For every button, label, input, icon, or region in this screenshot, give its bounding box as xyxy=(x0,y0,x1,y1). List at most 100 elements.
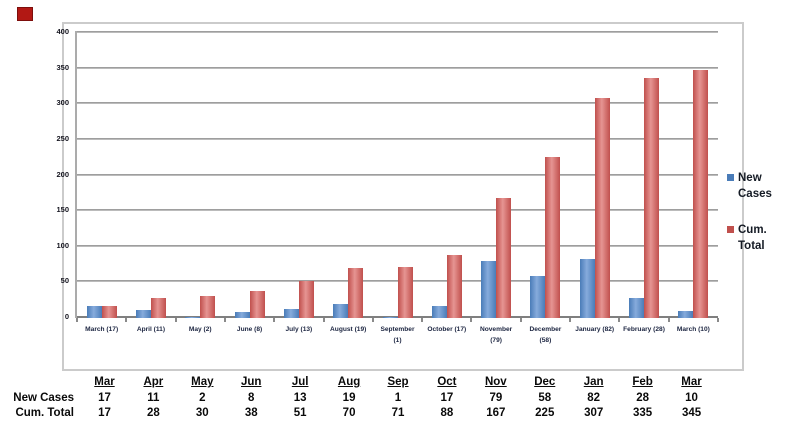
table-value-cell: 11 xyxy=(147,391,160,404)
table-value-cell: 51 xyxy=(293,407,307,419)
legend-item-cum-total: Cum. Total xyxy=(727,222,784,254)
bar-new-cases xyxy=(481,261,497,318)
bar-cum-total xyxy=(397,267,413,318)
legend-swatch-icon xyxy=(727,226,734,234)
table-value-cell: 1 xyxy=(394,391,402,404)
plot-area: March (17) April (11) May (2) June (8) July … xyxy=(75,31,719,344)
bar-new-cases xyxy=(86,305,102,318)
bar-cum-total xyxy=(446,254,462,318)
table-value-cell: 58 xyxy=(538,391,552,404)
bar-new-cases xyxy=(579,259,595,318)
y-axis-tick-label: 200 xyxy=(56,169,69,179)
table-value-cell: 70 xyxy=(342,407,356,419)
bar-cum-total xyxy=(150,297,166,318)
x-axis-category-label: February (28) xyxy=(623,326,665,333)
bar-new-cases xyxy=(678,310,694,318)
x-axis-tick xyxy=(667,318,670,322)
x-axis-tick xyxy=(519,318,522,322)
y-axis-tick-label: 400 xyxy=(56,27,69,36)
x-axis-tick xyxy=(322,318,325,322)
table-value-cell: 17 xyxy=(98,391,111,404)
x-axis-category-label: October (17) xyxy=(427,326,467,333)
bar-cum-total xyxy=(249,290,265,318)
table-row-label: Cum. Total xyxy=(15,407,74,419)
table-value-cell: 28 xyxy=(636,391,649,404)
bar-new-cases xyxy=(530,276,546,318)
table-row: New Cases 17 11 2 8 13 19 1 17 79 58 82 28 10 xyxy=(2,391,716,407)
table-month-header: Nov xyxy=(484,376,507,388)
table-value-cell: 2 xyxy=(199,391,206,404)
bar-new-cases xyxy=(185,316,201,318)
table-value-cell: 167 xyxy=(486,407,506,419)
bar-cum-total xyxy=(101,305,117,318)
table-month-header: Jul xyxy=(291,376,309,388)
table-value-cell: 38 xyxy=(244,407,258,419)
legend-swatch-icon xyxy=(727,174,734,181)
table-month-header: May xyxy=(191,376,214,388)
gridline xyxy=(77,66,718,69)
x-axis-category-label: April (11) xyxy=(136,326,166,333)
table-month-header: Jan xyxy=(583,376,604,388)
table-value-cell: 10 xyxy=(685,391,698,404)
table-value-cell: 335 xyxy=(633,407,653,419)
bar-new-cases xyxy=(431,305,447,318)
bar-cum-total xyxy=(644,77,660,318)
bar-cum-total xyxy=(348,267,364,318)
x-axis-tick xyxy=(618,318,621,322)
x-axis-category-label: January (82) xyxy=(575,326,615,333)
table-value-cell: 17 xyxy=(440,391,454,404)
bar-new-cases xyxy=(333,304,349,318)
bar-cum-total xyxy=(693,70,709,318)
y-axis-tick-label: 350 xyxy=(56,62,69,72)
bar-new-cases xyxy=(234,312,250,318)
x-axis-category-label: May (2) xyxy=(188,326,212,333)
x-axis-tick xyxy=(470,318,473,322)
y-axis-tick-label: 50 xyxy=(60,276,69,286)
x-axis-tick xyxy=(371,318,374,322)
table-value-cell: 8 xyxy=(248,391,255,404)
chart-legend: New Cases Cum. Total xyxy=(727,170,784,254)
y-axis-tick-label: 100 xyxy=(56,240,69,250)
table-value-cell: 28 xyxy=(146,407,160,419)
bar-cum-total xyxy=(594,97,610,318)
bar-new-cases xyxy=(283,308,299,318)
x-axis-category-label: August (19) xyxy=(330,326,367,333)
x-axis-category-label: March (10) xyxy=(676,326,710,333)
table-value-cell: 82 xyxy=(587,391,601,404)
bar-cum-total xyxy=(200,296,216,318)
gridline xyxy=(77,137,718,140)
x-axis-category-label: December (58) xyxy=(529,326,562,344)
x-axis-tick xyxy=(421,318,424,322)
table-month-header: Mar xyxy=(94,376,115,388)
bar-new-cases xyxy=(135,310,151,318)
x-axis-category-label: November (79) xyxy=(479,326,513,344)
red-corner-marker xyxy=(17,7,33,21)
x-axis-category-label: July (13) xyxy=(285,326,313,333)
x-axis-category-label: June (8) xyxy=(236,326,263,333)
x-axis-tick xyxy=(76,318,78,322)
bar-cum-total xyxy=(545,156,561,318)
x-axis-tick xyxy=(174,318,177,322)
legend-item-label: New Cases xyxy=(738,172,772,201)
legend-item-label: Cum. Total xyxy=(738,224,767,253)
gridline xyxy=(77,173,718,176)
gridline xyxy=(77,102,718,105)
table-value-cell: 88 xyxy=(440,407,454,419)
table-value-cell: 345 xyxy=(681,407,702,419)
summary-table: Mar Apr May Jun Jul Aug Sep Oct Nov Dec Jan Feb Mar N… xyxy=(2,375,716,422)
x-axis-tick xyxy=(223,318,226,322)
table-value-cell: 13 xyxy=(293,391,307,404)
table-corner-cell xyxy=(2,375,80,391)
table-row-label: New Cases xyxy=(13,391,74,404)
table-month-header: Dec xyxy=(534,376,556,388)
table-header-row: Mar Apr May Jun Jul Aug Sep Oct Nov Dec Jan Feb Mar xyxy=(2,375,716,391)
table-value-cell: 225 xyxy=(535,407,555,419)
table-month-header: Feb xyxy=(632,376,653,388)
table-month-header: Apr xyxy=(143,376,164,388)
x-axis-tick xyxy=(569,318,572,322)
table-value-cell: 17 xyxy=(98,407,111,419)
x-axis-category-label: September (1) xyxy=(380,326,415,344)
table-value-cell: 30 xyxy=(195,407,209,419)
table-month-header: Mar xyxy=(681,376,702,388)
